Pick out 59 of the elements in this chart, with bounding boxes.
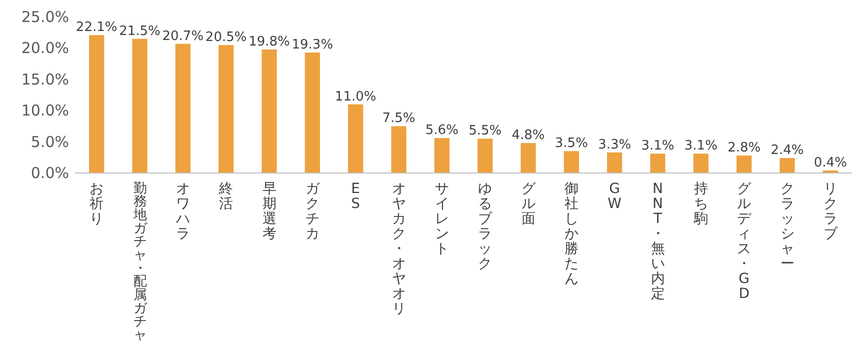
- y-tick-label: 25.0%: [21, 8, 69, 26]
- data-label: 20.7%: [162, 28, 204, 44]
- data-label: 19.8%: [248, 34, 290, 50]
- category-label: オヤカク・オヤオリ: [392, 181, 406, 317]
- x-tick-label: グルディス・GD: [737, 181, 752, 302]
- y-tick-label: 10.0%: [21, 102, 69, 120]
- bar: [780, 158, 795, 173]
- x-tick-label: ゆるブラック: [478, 181, 494, 272]
- y-tick-label: 15.0%: [21, 70, 69, 88]
- bar: [434, 138, 450, 173]
- x-tick-label: 早期選考: [262, 181, 276, 242]
- bar: [175, 44, 190, 173]
- x-tick-label: 御社しか勝たん: [564, 181, 578, 287]
- x-tick-label: リクラブ: [823, 181, 838, 242]
- data-label: 11.0%: [334, 89, 376, 104]
- bar: [348, 104, 364, 173]
- data-label: 21.5%: [119, 24, 160, 39]
- bar: [607, 152, 622, 173]
- data-label: 20.5%: [205, 30, 247, 46]
- x-tick-label: サイレント: [434, 181, 449, 257]
- data-label: 5.5%: [468, 124, 502, 139]
- y-tick-label: 5.0%: [30, 132, 69, 151]
- y-tick-label: 0.0%: [30, 164, 69, 182]
- bar: [218, 45, 234, 173]
- x-tick-label: グル面: [521, 181, 536, 227]
- data-label: 3.3%: [598, 137, 632, 152]
- x-tick-label: ガクチカ: [305, 181, 320, 242]
- x-tick-label: NNT・無い内定: [650, 181, 665, 302]
- bar: [564, 151, 579, 173]
- x-tick-label: お祈り: [90, 181, 104, 227]
- category-label: 勤務地ガチャ・配属ガチャ: [133, 181, 146, 343]
- data-label: 3.1%: [684, 138, 718, 154]
- bar: [132, 38, 148, 173]
- bar: [520, 143, 536, 173]
- data-label: 2.4%: [770, 143, 804, 158]
- x-tick-label: GW: [608, 181, 622, 212]
- data-label: 3.5%: [554, 136, 588, 152]
- bar: [736, 156, 752, 173]
- x-tick-label: 終活: [218, 181, 234, 212]
- x-tick-label: 持ち駒: [692, 181, 708, 227]
- data-label: 5.6%: [425, 123, 458, 138]
- bar: [304, 52, 320, 173]
- x-tick-label: クラッシャー: [780, 181, 794, 272]
- bar: [650, 154, 666, 173]
- x-tick-label: オワハラ: [174, 181, 190, 242]
- data-label: 4.8%: [512, 128, 545, 144]
- bar: [693, 154, 708, 173]
- bar: [478, 138, 493, 173]
- data-label: 7.5%: [382, 111, 416, 126]
- data-label: 0.4%: [814, 156, 847, 171]
- bar: [89, 35, 104, 173]
- data-label: 22.1%: [76, 20, 118, 36]
- x-tick-label: ES: [351, 181, 360, 212]
- bar: [262, 49, 277, 173]
- bar: [391, 126, 406, 173]
- data-label: 2.8%: [728, 140, 761, 156]
- data-label: 19.3%: [292, 38, 334, 53]
- data-label: 3.1%: [641, 138, 674, 154]
- y-tick-label: 20.0%: [21, 39, 69, 58]
